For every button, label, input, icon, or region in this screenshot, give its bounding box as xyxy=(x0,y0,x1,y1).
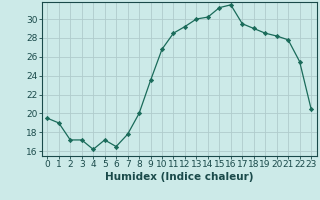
X-axis label: Humidex (Indice chaleur): Humidex (Indice chaleur) xyxy=(105,172,253,182)
